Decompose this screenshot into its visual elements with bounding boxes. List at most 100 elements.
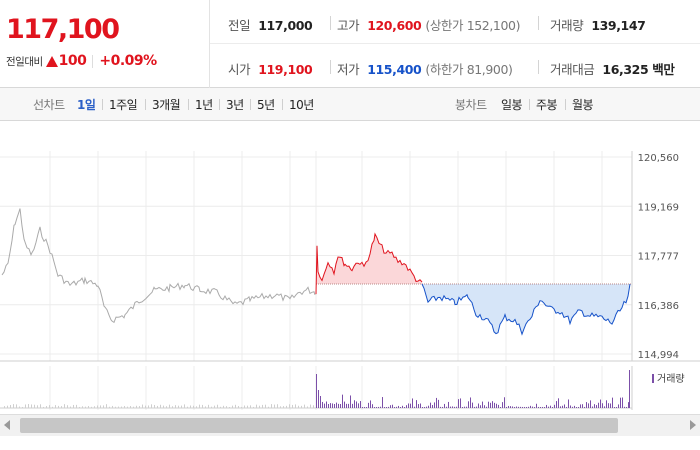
volume-bar bbox=[420, 403, 421, 408]
volume-bar bbox=[157, 405, 158, 408]
divider bbox=[529, 99, 530, 110]
volume-bar bbox=[232, 405, 233, 408]
volume-bar bbox=[100, 405, 101, 408]
volume-bar bbox=[271, 404, 272, 408]
volume-bar bbox=[548, 406, 549, 408]
price-chart[interactable]: 120,560 119,169 117,777 116,386 114,994 bbox=[0, 121, 700, 366]
volume-bar bbox=[496, 403, 497, 408]
volume-bar bbox=[382, 397, 383, 408]
volume-bar bbox=[478, 403, 479, 408]
volume-bar bbox=[586, 402, 587, 408]
volume-bar bbox=[64, 404, 65, 408]
scroll-thumb[interactable] bbox=[20, 418, 618, 433]
divider bbox=[282, 99, 283, 110]
volume-bar bbox=[448, 401, 449, 408]
period-tab-1w[interactable]: 1주일 bbox=[109, 98, 138, 112]
chart-lines bbox=[1, 208, 632, 336]
volume-bar bbox=[94, 406, 95, 408]
previous-day-line bbox=[1, 208, 316, 324]
period-tab-1y[interactable]: 1년 bbox=[195, 98, 213, 112]
period-tab-10y[interactable]: 10년 bbox=[289, 98, 314, 112]
volume-bar bbox=[484, 405, 485, 408]
volume-bar bbox=[624, 406, 625, 408]
volume-bar bbox=[190, 405, 191, 408]
volume-bar bbox=[334, 403, 335, 408]
volume-bar bbox=[424, 406, 425, 408]
chart-scrollbar[interactable] bbox=[0, 414, 700, 436]
stat-label: 저가 bbox=[337, 62, 360, 77]
volume-bar bbox=[388, 406, 389, 408]
volume-bar bbox=[265, 404, 266, 408]
price-summary: 117,100 전일대비 100 +0.09% 전일 117,000 고가 120,… bbox=[0, 0, 700, 88]
period-tab-3m[interactable]: 3개월 bbox=[152, 98, 181, 112]
divider bbox=[145, 99, 146, 110]
change-value: 100 bbox=[58, 53, 87, 69]
current-price: 117,100 bbox=[6, 14, 120, 45]
volume-bar bbox=[438, 399, 439, 408]
volume-bar bbox=[534, 406, 535, 408]
stat-value: 139,147 bbox=[591, 18, 646, 33]
divider bbox=[102, 99, 103, 110]
volume-bar bbox=[145, 405, 146, 408]
volume-bar bbox=[214, 405, 215, 408]
volume-bar bbox=[163, 405, 164, 408]
volume-bar bbox=[410, 403, 411, 408]
stat-low: 저가 115,400 (하한가 81,900) bbox=[337, 59, 513, 78]
volume-bar bbox=[4, 406, 5, 408]
volume-bar bbox=[136, 405, 137, 408]
volume-bar bbox=[25, 404, 26, 408]
volume-bar bbox=[181, 405, 182, 408]
volume-bar bbox=[115, 406, 116, 408]
stat-value: 117,000 bbox=[258, 18, 313, 33]
divider bbox=[565, 99, 566, 110]
scroll-right-arrow-icon[interactable] bbox=[690, 420, 696, 430]
volume-bar bbox=[436, 397, 437, 408]
candle-tab-weekly[interactable]: 주봉 bbox=[536, 98, 558, 112]
volume-bar bbox=[7, 405, 8, 408]
stat-open: 시가 119,100 bbox=[228, 59, 313, 78]
down-price-line bbox=[421, 283, 631, 336]
stat-unit: 백만 bbox=[652, 62, 675, 77]
stat-label: 고가 bbox=[337, 18, 360, 33]
volume-bar bbox=[460, 398, 461, 408]
y-tick-label: 120,560 bbox=[638, 153, 679, 164]
volume-bar bbox=[79, 406, 80, 408]
change-label: 전일대비 bbox=[6, 55, 43, 68]
volume-bar bbox=[304, 404, 305, 408]
volume-bar bbox=[103, 405, 104, 408]
volume-bar bbox=[362, 406, 363, 408]
volume-bar bbox=[600, 399, 601, 408]
volume-bar bbox=[118, 406, 119, 408]
volume-bar bbox=[482, 401, 483, 408]
upper-limit-text: (상한가 152,100) bbox=[425, 18, 521, 33]
candle-tab-monthly[interactable]: 월봉 bbox=[572, 98, 594, 112]
volume-bar bbox=[532, 406, 533, 408]
volume-bar bbox=[508, 405, 509, 408]
volume-bar bbox=[584, 406, 585, 408]
scroll-left-arrow-icon[interactable] bbox=[4, 420, 10, 430]
candle-tab-daily[interactable]: 일봉 bbox=[501, 98, 523, 112]
volume-bar bbox=[554, 404, 555, 408]
volume-bar bbox=[91, 406, 92, 408]
volume-bar bbox=[238, 406, 239, 408]
volume-bar bbox=[205, 406, 206, 408]
volume-bar bbox=[326, 401, 327, 408]
period-tab-1d[interactable]: 1일 bbox=[77, 98, 96, 112]
line-chart-label: 선차트 bbox=[33, 98, 65, 112]
volume-bar bbox=[394, 406, 395, 408]
period-tab-5y[interactable]: 5년 bbox=[257, 98, 275, 112]
volume-bar bbox=[340, 404, 341, 408]
volume-bar bbox=[322, 401, 323, 408]
volume-bar bbox=[344, 401, 345, 408]
volume-bar bbox=[13, 404, 14, 408]
change-row: 전일대비 100 +0.09% bbox=[6, 53, 157, 69]
volume-bar bbox=[313, 405, 314, 408]
volume-bar bbox=[452, 406, 453, 408]
stat-label: 거래량 bbox=[550, 18, 584, 33]
volume-bar bbox=[384, 406, 385, 408]
volume-bar bbox=[324, 403, 325, 408]
period-tab-3y[interactable]: 3년 bbox=[226, 98, 244, 112]
volume-bar bbox=[295, 404, 296, 408]
divider bbox=[219, 99, 220, 110]
volume-bar bbox=[358, 403, 359, 408]
